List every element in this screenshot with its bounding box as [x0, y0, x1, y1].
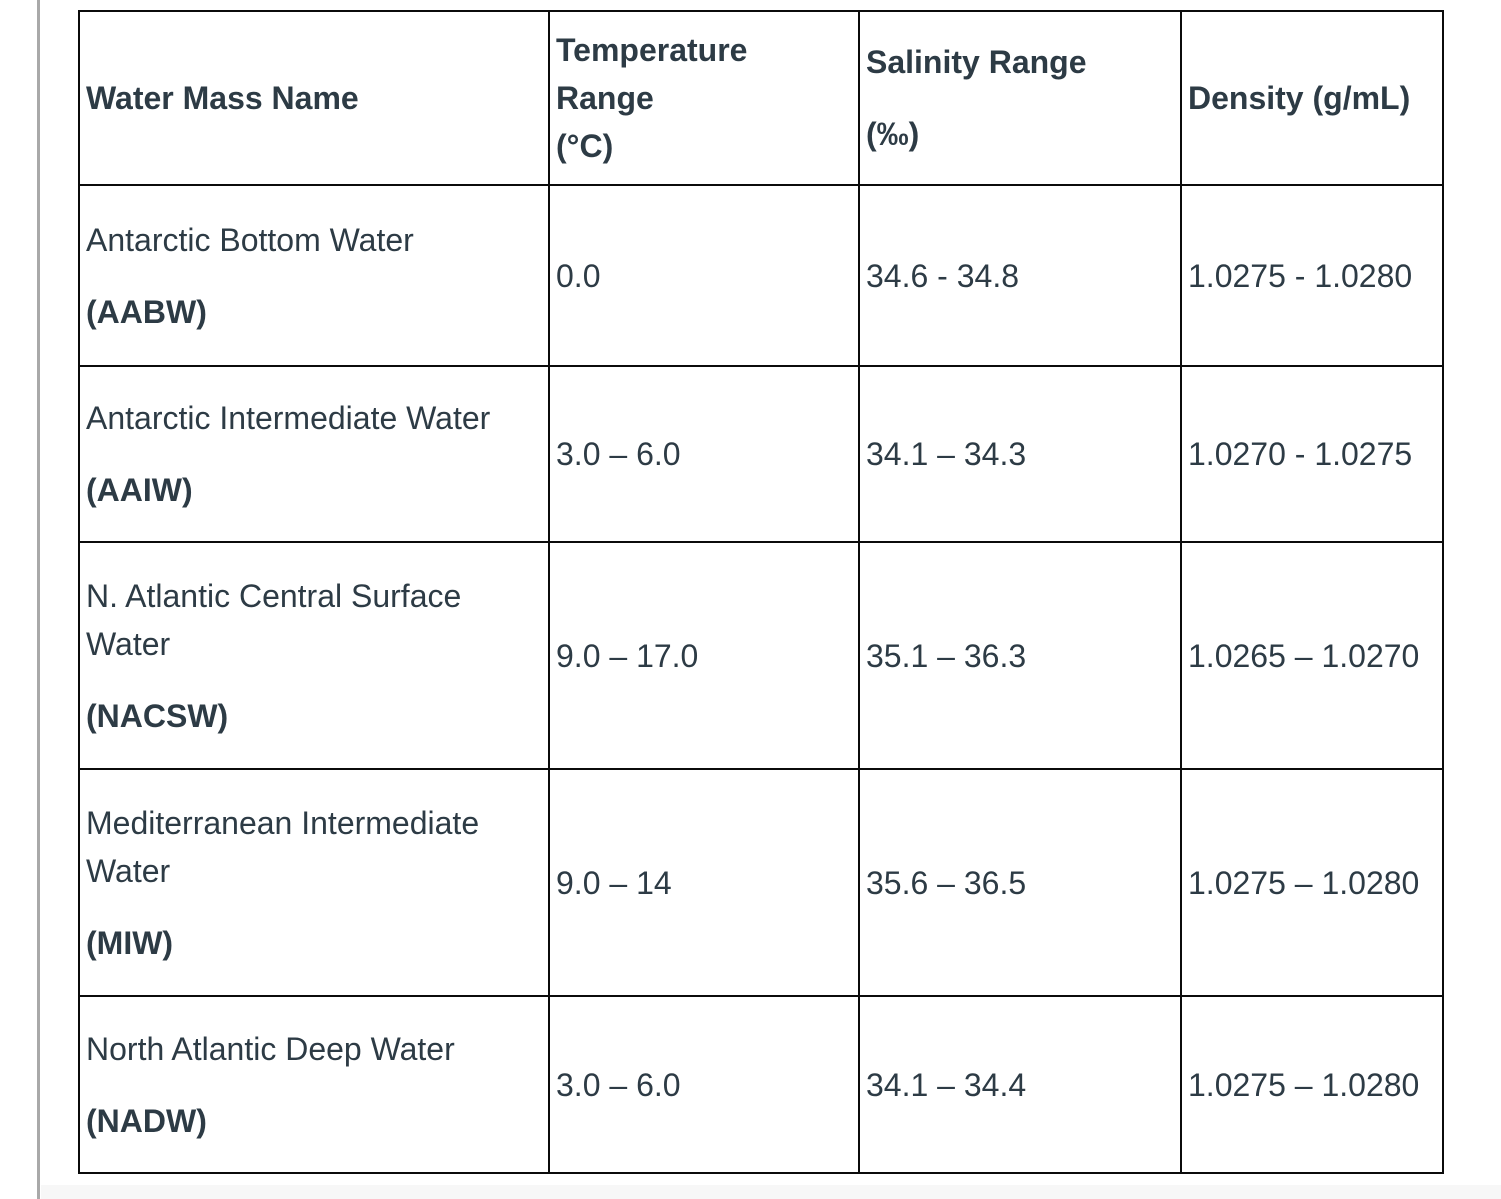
vertical-divider	[37, 0, 40, 1199]
cell-temperature: 0.0	[548, 184, 860, 367]
cell-temperature: 3.0 – 6.0	[548, 365, 860, 543]
water-mass-table: Water Mass Name Temperature Range (°C) Sal…	[78, 10, 1444, 1174]
column-header-salinity: Salinity Range (‰)	[858, 10, 1182, 186]
cell-text: Antarctic Intermediate Water	[86, 400, 491, 436]
cell-salinity: 35.6 – 36.5	[858, 768, 1182, 997]
cell-temperature: 3.0 – 6.0	[548, 995, 860, 1174]
cell-text-bold: (‰)	[866, 116, 920, 152]
cell-density: 1.0275 - 1.0280	[1180, 184, 1444, 367]
cell-density: 1.0275 – 1.0280	[1180, 768, 1444, 997]
table-row: North Atlantic Deep Water (NADW) 3.0 – 6.0…	[78, 995, 1444, 1174]
cell-density: 1.0270 - 1.0275	[1180, 365, 1444, 543]
table-row: Mediterranean Intermediate Water (MIW) 9.0…	[78, 768, 1444, 997]
cell-water-mass-name: N. Atlantic Central Surface Water (NACSW)	[78, 541, 550, 770]
cell-text-bold: Density (g/mL)	[1188, 80, 1411, 116]
cell-salinity: 35.1 – 36.3	[858, 541, 1182, 770]
cell-density: 1.0265 – 1.0270	[1180, 541, 1444, 770]
cell-density: 1.0275 – 1.0280	[1180, 995, 1444, 1174]
cell-text-bold: (NADW)	[86, 1102, 207, 1139]
table-header: Water Mass Name Temperature Range (°C) Sal…	[78, 10, 1444, 186]
cell-text-bold: (NACSW)	[86, 697, 229, 734]
cell-text: North Atlantic Deep Water	[86, 1030, 455, 1067]
cell-salinity: 34.6 - 34.8	[858, 184, 1182, 367]
cell-temperature: 9.0 – 14	[548, 768, 860, 997]
cell-text-bold: (AAIW)	[86, 472, 193, 508]
cell-text: Mediterranean Intermediate Water	[86, 804, 480, 889]
cell-text-bold: Salinity Range	[866, 44, 1087, 80]
table-row: Antarctic Intermediate Water (AAIW) 3.0 – …	[78, 365, 1444, 543]
column-header-temperature: Temperature Range (°C)	[548, 10, 860, 186]
column-header-name: Water Mass Name	[78, 10, 550, 186]
cell-text-bold: Temperature Range (°C)	[556, 32, 748, 164]
column-header-density: Density (g/mL)	[1180, 10, 1444, 186]
cell-text-bold: Water Mass Name	[86, 80, 359, 116]
cell-text-bold: (MIW)	[86, 924, 174, 961]
cell-water-mass-name: North Atlantic Deep Water (NADW)	[78, 995, 550, 1174]
bottom-scroll-strip	[41, 1185, 1501, 1199]
cell-text: N. Atlantic Central Surface Water	[86, 577, 462, 662]
cell-water-mass-name: Antarctic Bottom Water (AABW)	[78, 184, 550, 367]
cell-text: Antarctic Bottom Water	[86, 221, 414, 258]
table-row: N. Atlantic Central Surface Water (NACSW)…	[78, 541, 1444, 770]
cell-water-mass-name: Antarctic Intermediate Water (AAIW)	[78, 365, 550, 543]
cell-salinity: 34.1 – 34.4	[858, 995, 1182, 1174]
table-row: Antarctic Bottom Water (AABW) 0.0 34.6 - 34…	[78, 184, 1444, 367]
header-row: Water Mass Name Temperature Range (°C) Sal…	[78, 10, 1444, 186]
cell-temperature: 9.0 – 17.0	[548, 541, 860, 770]
cell-salinity: 34.1 – 34.3	[858, 365, 1182, 543]
cell-text-bold: (AABW)	[86, 293, 207, 330]
cell-water-mass-name: Mediterranean Intermediate Water (MIW)	[78, 768, 550, 997]
table-body: Antarctic Bottom Water (AABW) 0.0 34.6 - 34…	[78, 184, 1444, 1174]
